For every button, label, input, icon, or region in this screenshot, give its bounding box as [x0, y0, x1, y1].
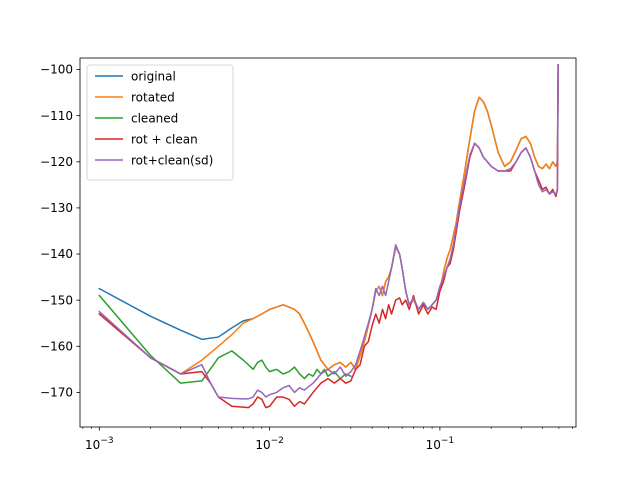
x-tick-label: 10−2 — [255, 436, 284, 452]
y-tick-label: −130 — [40, 201, 73, 215]
y-tick-label: −120 — [40, 155, 73, 169]
legend: original rotated cleaned rot + clean rot+cle… — [86, 64, 234, 181]
x-tick-label: 10−1 — [426, 436, 455, 452]
x-tick-label: 10−3 — [85, 436, 114, 452]
y-tick-label: −100 — [40, 63, 73, 77]
y-tick-label: −160 — [40, 339, 73, 353]
y-tick-label: −150 — [40, 293, 73, 307]
series-line-rot-clean-sd- — [98, 64, 559, 400]
y-tick-label: −140 — [40, 247, 73, 261]
legend-label: original — [131, 69, 176, 83]
x-axis: 10−3 10−2 10−1 — [82, 427, 573, 452]
series-layer — [98, 64, 559, 409]
legend-label: cleaned — [131, 111, 178, 125]
plot-frame — [79, 57, 577, 428]
legend-label: rot+clean(sd) — [131, 153, 213, 167]
y-tick-label: −110 — [40, 109, 73, 123]
series-line-rot-clean — [98, 64, 559, 409]
legend-label: rotated — [131, 90, 175, 104]
legend-box — [86, 64, 234, 181]
y-tick-label: −170 — [40, 386, 73, 400]
y-axis: −100 −110 −120 −130 −140 −150 −160 −170 — [40, 63, 80, 400]
legend-label: rot + clean — [131, 132, 198, 146]
